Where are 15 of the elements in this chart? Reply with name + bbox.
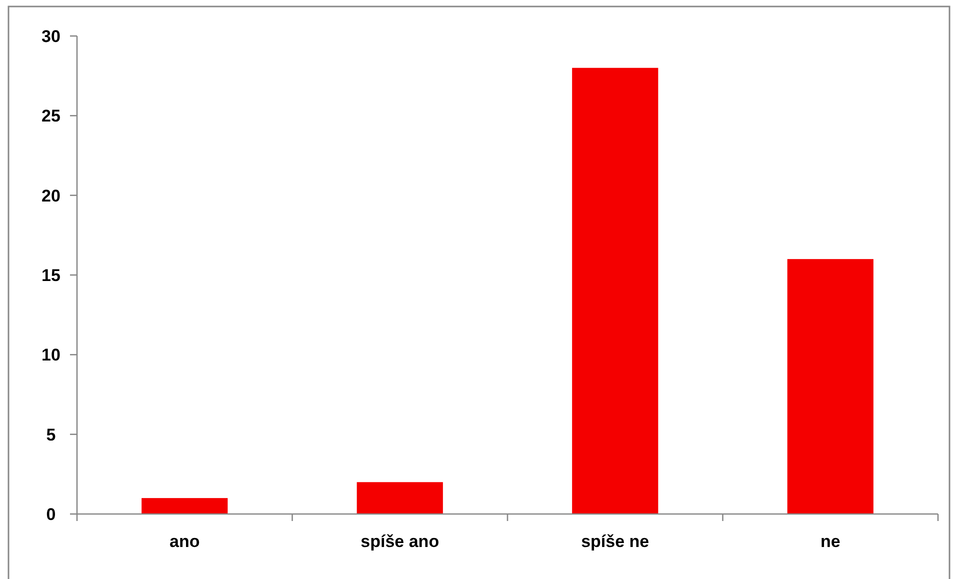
y-tick-label: 10 [42,346,60,365]
x-tick-label: spíše ano [360,532,440,551]
y-tick-label: 15 [42,266,60,285]
x-tick-label: ne [820,532,840,551]
y-tick-label: 30 [42,26,60,46]
y-tick-label: 20 [42,186,60,206]
y-tick-label: 0 [46,504,56,524]
bar [356,482,443,514]
x-tick-label: spíše ne [581,532,650,551]
bar [572,68,658,514]
bar [787,259,874,514]
y-tick-label: 5 [46,425,56,444]
y-tick-label: 25 [42,106,60,126]
bar [142,498,228,514]
x-tick-label: ano [170,532,200,551]
